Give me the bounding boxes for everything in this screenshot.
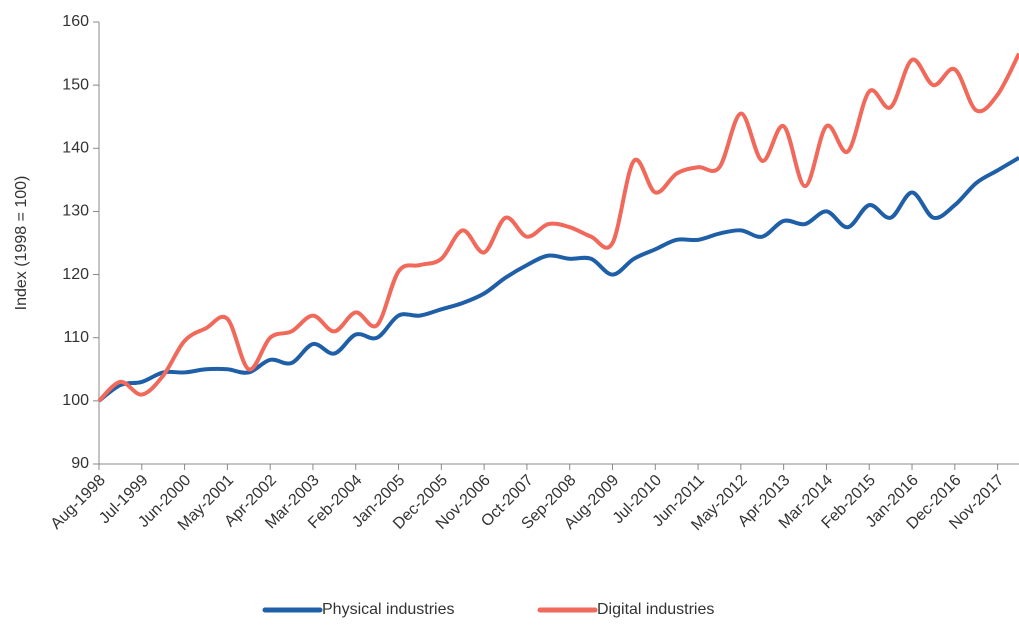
- x-tick-label: Aug-1998: [48, 472, 109, 533]
- y-tick-label: 110: [63, 329, 89, 346]
- y-tick-label: 160: [62, 13, 89, 30]
- y-tick-label: 140: [62, 140, 89, 157]
- line: [97, 52, 1019, 403]
- legend-label: Digital industries: [597, 601, 714, 618]
- line: [97, 156, 1019, 403]
- y-tick-label: 130: [62, 203, 89, 220]
- y-tick-label: 120: [62, 266, 89, 283]
- y-tick-label: 100: [62, 392, 89, 409]
- y-tick-label: 90: [71, 455, 89, 472]
- legend-label: Physical industries: [322, 601, 455, 618]
- y-tick-label: 150: [62, 76, 89, 93]
- y-axis-label: Index (1998 = 100): [13, 176, 30, 311]
